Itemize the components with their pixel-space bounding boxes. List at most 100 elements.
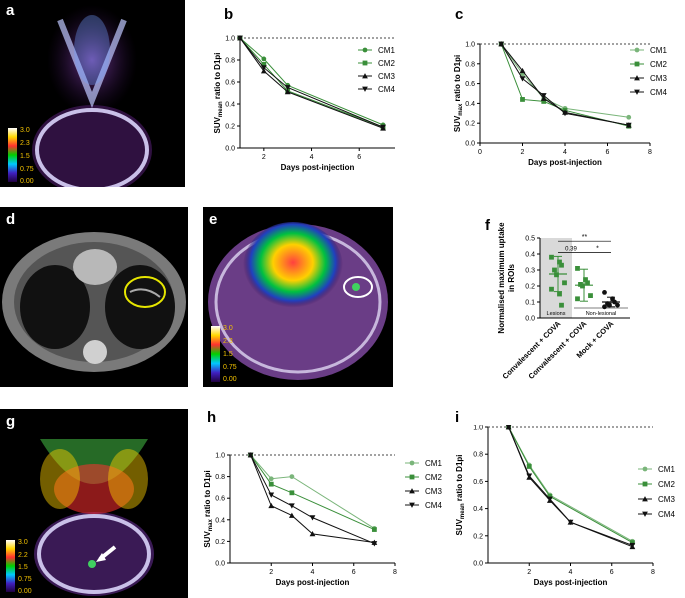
y-tick-label: 0.8 <box>215 474 225 481</box>
colorbar-g <box>6 540 15 592</box>
series-line-cm2 <box>508 426 633 544</box>
x-axis-label: Days post-injection <box>528 158 602 167</box>
data-point-cm2 <box>520 97 525 102</box>
panel-g-scan <box>34 439 154 596</box>
data-point <box>615 302 620 308</box>
data-point <box>552 267 557 273</box>
data-point-cm3 <box>284 89 291 95</box>
y-tick-label: 0.4 <box>225 102 235 109</box>
colorbar-a-label-4: 0.00 <box>20 178 34 185</box>
y-tick-label: 0.3 <box>525 268 535 275</box>
legend-marker-cm4 <box>409 502 415 508</box>
y-tick-label: 0.2 <box>465 121 475 128</box>
data-point-cm1 <box>626 114 632 120</box>
data-point-cm2 <box>371 527 377 532</box>
y-tick-label: 0.4 <box>215 517 225 524</box>
sig-label-p2: * <box>596 245 599 252</box>
data-point <box>554 272 559 278</box>
y-tick-label: 0.6 <box>225 80 235 87</box>
colorbar-e-label-2: 1.5 <box>223 351 233 358</box>
colorbar-g-label-2: 1.5 <box>18 564 28 571</box>
legend-label-cm3: CM3 <box>650 74 667 83</box>
panel-a-scan <box>32 5 152 187</box>
y-tick-label: 0.2 <box>525 284 535 291</box>
colorbar-e-label-1: 2.3 <box>223 338 233 345</box>
y-tick-label: 0.6 <box>465 81 475 88</box>
x-tick-label: 4 <box>563 149 567 156</box>
y-axis-label: SUVmean ratio to D1pi <box>213 52 224 133</box>
chart-f: 0.0 0.1 0.2 0.3 0.4 0.5 Normalised maximum upt… <box>497 222 630 381</box>
y-axis-label-sub: mean <box>460 503 466 519</box>
data-point-cm3 <box>260 68 267 74</box>
legend-label-cm4: CM4 <box>650 88 667 97</box>
colorbar-a-label-2: 1.5 <box>20 153 30 160</box>
y-tick-label: 0.6 <box>215 496 225 503</box>
legend-label-cm3: CM3 <box>658 495 675 504</box>
data-point-cm4 <box>247 452 254 458</box>
legend-marker-cm2 <box>634 61 640 67</box>
x-tick-label: 4 <box>311 569 315 576</box>
data-point <box>559 302 564 308</box>
data-point-cm3 <box>268 502 275 509</box>
x-tick-label: 0 <box>478 149 482 156</box>
series-line-cm3 <box>508 426 633 548</box>
series-line-cm3 <box>250 454 375 543</box>
x-tick-label: 2 <box>521 149 525 156</box>
series-line-cm2 <box>250 454 375 530</box>
legend-marker-cm2 <box>642 481 648 487</box>
y-axis-label-sub: max <box>208 519 214 532</box>
legend-label-cm4: CM4 <box>658 510 675 519</box>
x-tick-label: 2 <box>269 569 273 576</box>
data-point <box>549 254 554 260</box>
data-point-cm4 <box>629 542 636 549</box>
y-tick-label: 0.0 <box>473 561 483 568</box>
legend-marker-cm1 <box>642 466 648 472</box>
panel-label-g: g <box>6 413 16 430</box>
data-point-cm4 <box>498 41 505 47</box>
legend-label-cm2: CM2 <box>658 480 675 489</box>
panel-label-b: b <box>224 6 234 23</box>
x-axis-label: Days post-injection <box>281 163 355 172</box>
data-point-cm4 <box>284 85 291 91</box>
colorbar-g-label-0: 3.0 <box>18 539 28 546</box>
data-point-cm1 <box>289 474 295 479</box>
y-tick-label: 0.2 <box>473 533 483 540</box>
colorbar-a <box>8 128 17 182</box>
series-line-cm4 <box>250 454 375 545</box>
legend-marker-cm2 <box>362 60 368 66</box>
y-axis-label-rest: ratio to D1pi <box>213 52 222 101</box>
colorbar-a-label-3: 0.75 <box>20 166 34 173</box>
data-point <box>602 304 607 310</box>
legend-label-cm4: CM4 <box>378 85 395 94</box>
y-axis-label-sub: max <box>458 103 464 116</box>
legend-marker-cm4 <box>634 89 640 95</box>
data-point <box>549 286 554 292</box>
panel-a-image <box>0 0 185 187</box>
legend-marker-cm2 <box>409 474 415 480</box>
panel-e-scan <box>208 222 388 380</box>
series-line-cm1 <box>239 37 384 126</box>
y-axis-label: SUVmax ratio to D1pi <box>453 55 464 132</box>
y-tick-label: 1.0 <box>225 36 235 43</box>
data-point-cm2 <box>526 464 532 469</box>
panel-label-i: i <box>455 409 460 426</box>
panel-label-h: h <box>207 409 217 426</box>
x-axis-label: Days post-injection <box>534 578 608 587</box>
data-point-cm4 <box>526 473 533 479</box>
sig-label-p3: ** <box>582 234 588 241</box>
data-point-cm3 <box>309 530 316 537</box>
colorbar-a-label-1: 2.3 <box>20 140 30 147</box>
data-point-cm2 <box>261 62 267 67</box>
legend-label-cm2: CM2 <box>650 60 667 69</box>
legend-label-cm1: CM1 <box>425 459 442 468</box>
data-point <box>559 262 564 268</box>
colorbar-g-label-1: 2.2 <box>18 552 28 559</box>
legend-marker-cm3 <box>409 488 415 494</box>
y-axis-label: SUVmax ratio to D1pi <box>203 470 214 547</box>
data-point-cm1 <box>268 476 274 482</box>
y-tick-label: 0.8 <box>465 61 475 68</box>
legend-label-cm2: CM2 <box>378 59 395 68</box>
data-point <box>602 290 607 295</box>
y-tick-label: 1.0 <box>215 453 225 460</box>
data-point <box>562 280 567 286</box>
